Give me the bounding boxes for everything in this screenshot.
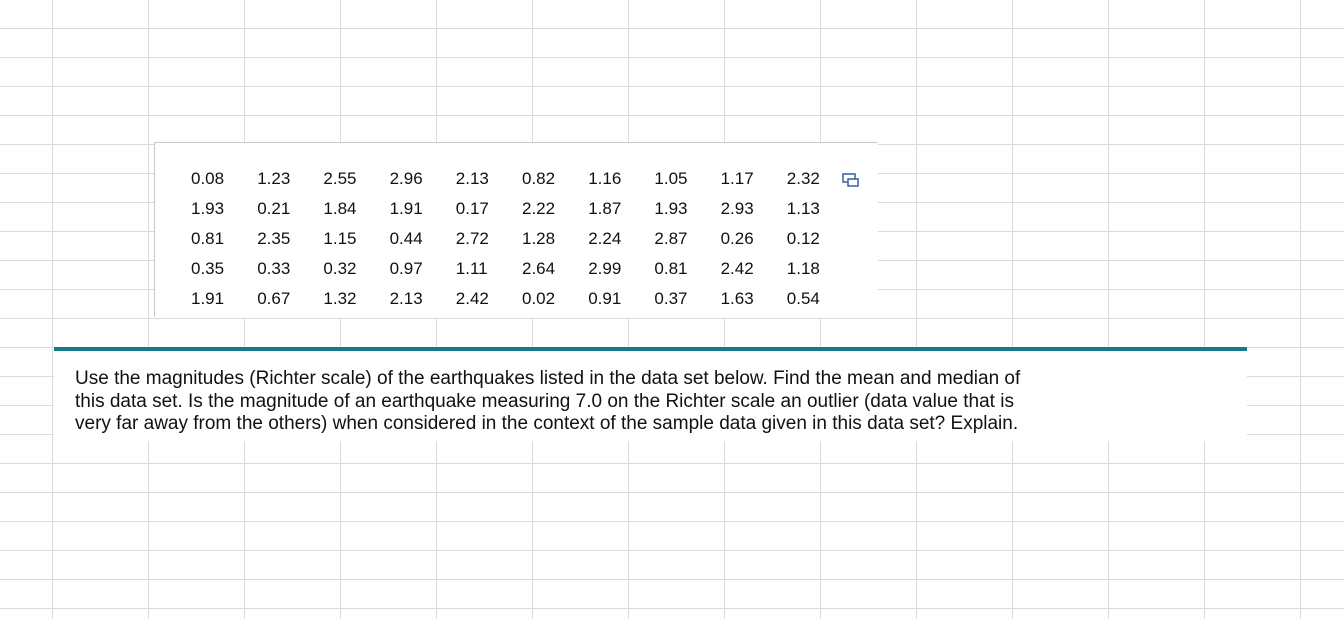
- table-cell: 2.99: [588, 259, 622, 278]
- table-cell: 0.17: [455, 199, 489, 218]
- table-cell: 1.91: [191, 289, 225, 308]
- table-cell: 2.22: [522, 199, 556, 218]
- table-cell: 0.97: [389, 259, 423, 278]
- table-cell: 0.33: [257, 259, 291, 278]
- divider: [54, 347, 1247, 351]
- table-cell: 0.91: [588, 289, 622, 308]
- table-cell: 2.87: [654, 229, 688, 248]
- table-cell: 1.63: [720, 289, 754, 308]
- expand-icon[interactable]: [841, 172, 861, 188]
- table-cell: 1.23: [257, 169, 291, 188]
- table-cell: 1.17: [720, 169, 754, 188]
- table-cell: 2.55: [323, 169, 357, 188]
- table-cell: 0.35: [191, 259, 225, 278]
- table-cell: 0.54: [786, 289, 820, 308]
- data-table: 0.08 1.23 2.55 2.96 2.13 0.82 1.16 1.05 1.17 2.32…: [154, 142, 878, 317]
- table-cell: 1.87: [588, 199, 622, 218]
- table-cell: 0.32: [323, 259, 357, 278]
- table-cell: 2.93: [720, 199, 754, 218]
- table-cell: 1.05: [654, 169, 688, 188]
- table-cell: 0.81: [654, 259, 688, 278]
- table-cell: 0.67: [257, 289, 291, 308]
- table-cell: 2.42: [455, 289, 489, 308]
- table-cell: 2.72: [455, 229, 489, 248]
- table-cell: 1.91: [389, 199, 423, 218]
- table-cell: 2.64: [522, 259, 556, 278]
- question-line: this data set. Is the magnitude of an ea…: [75, 390, 1014, 412]
- table-cell: 0.08: [191, 169, 225, 188]
- table-cell: 2.13: [455, 169, 489, 188]
- table-cell: 1.84: [323, 199, 357, 218]
- table-cell: 1.93: [654, 199, 688, 218]
- table-cell: 1.11: [455, 259, 488, 278]
- table-cell: 1.18: [786, 259, 820, 278]
- question-text: Use the magnitudes (Richter scale) of th…: [54, 351, 1247, 441]
- table-cell: 0.02: [522, 289, 556, 308]
- table-cell: 1.13: [786, 199, 820, 218]
- table-cell: 0.81: [191, 229, 225, 248]
- table-cell: 2.42: [720, 259, 754, 278]
- table-cell: 2.13: [389, 289, 423, 308]
- table-cell: 0.37: [654, 289, 688, 308]
- table-cell: 2.96: [389, 169, 423, 188]
- table-cell: 2.24: [588, 229, 622, 248]
- table-cell: 0.21: [257, 199, 291, 218]
- table-cell: 0.44: [389, 229, 423, 248]
- table-cell: 1.28: [522, 229, 556, 248]
- table-cell: 2.32: [786, 169, 820, 188]
- table-cell: 0.82: [522, 169, 556, 188]
- table-cell: 1.16: [588, 169, 622, 188]
- table-cell: 2.35: [257, 229, 291, 248]
- table-cell: 1.93: [191, 199, 225, 218]
- table-cell: 0.26: [720, 229, 754, 248]
- question-line: very far away from the others) when cons…: [75, 413, 1019, 434]
- table-cell: 0.12: [786, 229, 820, 248]
- table-cell: 1.15: [323, 229, 357, 248]
- table-cell: 1.32: [323, 289, 357, 308]
- question-line: Use the magnitudes (Richter scale) of th…: [75, 368, 1021, 389]
